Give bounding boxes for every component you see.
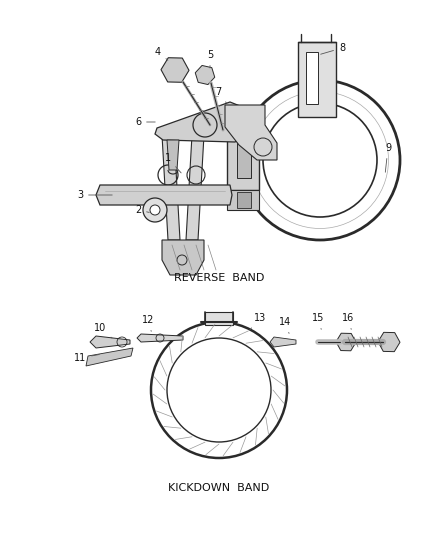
Polygon shape <box>155 102 257 142</box>
Circle shape <box>143 198 167 222</box>
Polygon shape <box>270 337 296 347</box>
Text: 8: 8 <box>321 43 345 54</box>
Text: 9: 9 <box>385 143 391 172</box>
Text: 1: 1 <box>165 153 181 173</box>
Polygon shape <box>205 312 233 325</box>
Text: 15: 15 <box>312 313 324 329</box>
Polygon shape <box>86 348 133 366</box>
Polygon shape <box>90 336 130 348</box>
Text: 10: 10 <box>94 323 112 338</box>
Polygon shape <box>237 142 251 178</box>
Polygon shape <box>162 240 204 275</box>
Text: 4: 4 <box>155 47 168 60</box>
Polygon shape <box>227 130 259 190</box>
Text: 3: 3 <box>77 190 112 200</box>
Text: KICKDOWN  BAND: KICKDOWN BAND <box>168 483 270 493</box>
Text: 14: 14 <box>279 317 291 333</box>
Polygon shape <box>237 192 251 208</box>
Polygon shape <box>227 190 259 210</box>
Bar <box>298 42 336 117</box>
Text: 16: 16 <box>342 313 354 329</box>
Text: 5: 5 <box>207 50 213 68</box>
Polygon shape <box>167 140 179 170</box>
Text: 13: 13 <box>250 313 266 330</box>
Polygon shape <box>96 185 232 205</box>
Polygon shape <box>186 135 204 240</box>
Text: 12: 12 <box>142 315 154 332</box>
Polygon shape <box>137 334 183 342</box>
Text: REVERSE  BAND: REVERSE BAND <box>174 273 264 283</box>
Text: 7: 7 <box>215 87 226 103</box>
Circle shape <box>150 205 160 215</box>
Text: 11: 11 <box>74 353 99 363</box>
Polygon shape <box>225 105 277 160</box>
Text: 2: 2 <box>135 205 149 215</box>
Polygon shape <box>162 135 180 240</box>
Bar <box>306 52 318 104</box>
Text: 6: 6 <box>135 117 155 127</box>
